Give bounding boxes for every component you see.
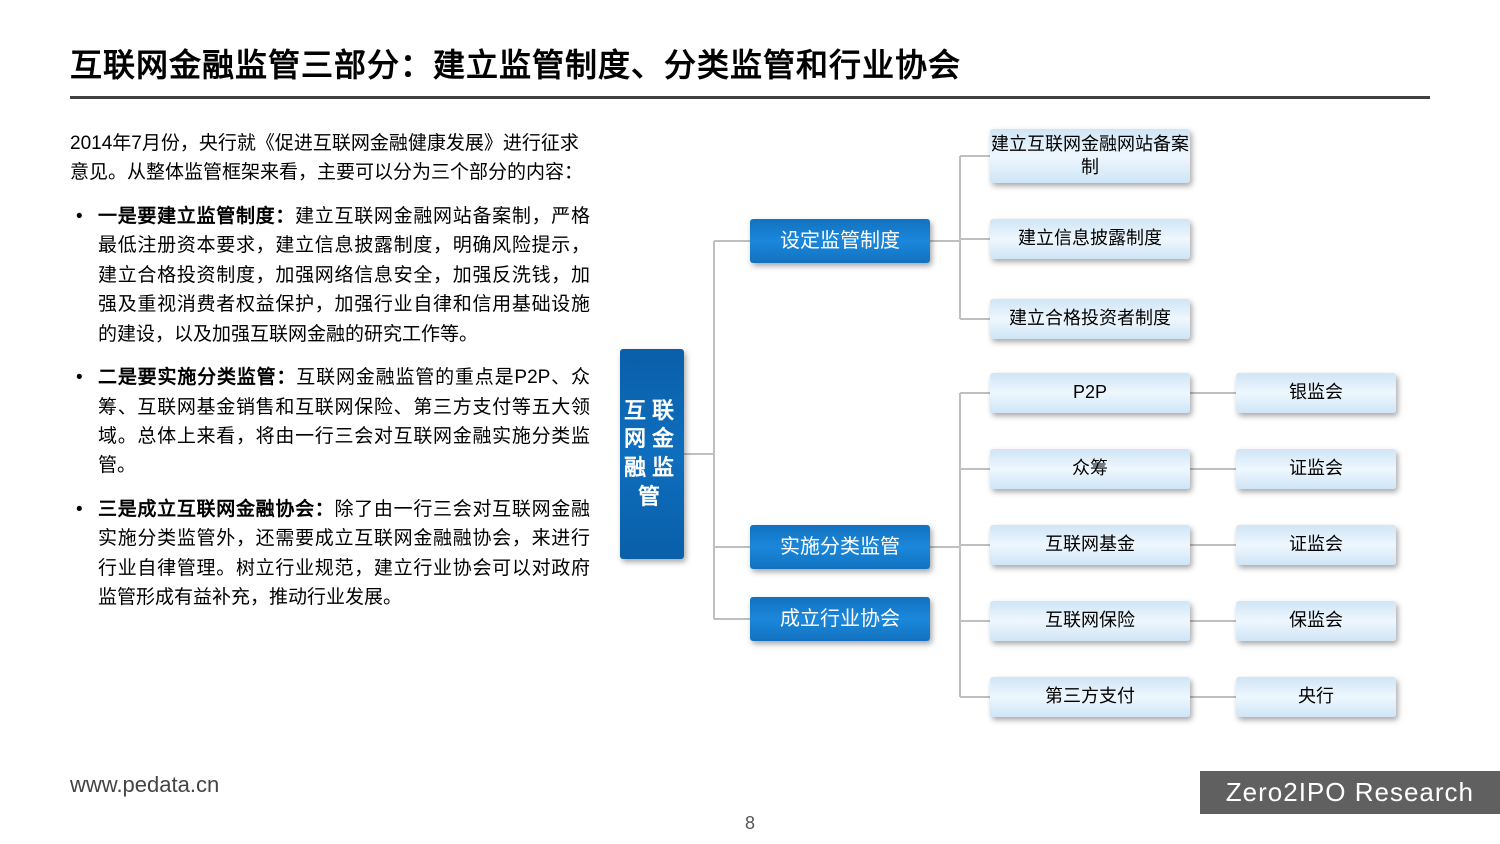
footer-brand: Zero2IPO Research xyxy=(1200,771,1500,814)
slide-title: 互联网金融监管三部分：建立监管制度、分类监管和行业协会 xyxy=(70,40,1430,99)
bullet-item: 二是要实施分类监管：互联网金融监管的重点是P2P、众筹、互联网基金销售和互联网保… xyxy=(70,363,590,481)
footer-page-number: 8 xyxy=(745,813,755,834)
root-node: 互联网金融监管 xyxy=(620,349,684,559)
flow-diagram: 互联网金融监管 设定监管制度实施分类监管成立行业协会 建立互联网金融网站备案制建立信… xyxy=(620,129,1420,749)
leaf-node: 建立合格投资者制度 xyxy=(990,299,1190,339)
leaf-node: 第三方支付 xyxy=(990,677,1190,717)
regulator-node: 央行 xyxy=(1236,677,1396,717)
leaf-node: 众筹 xyxy=(990,449,1190,489)
leaf-node: P2P xyxy=(990,373,1190,413)
regulator-node: 银监会 xyxy=(1236,373,1396,413)
regulator-node: 证监会 xyxy=(1236,525,1396,565)
bullet-head: 二是要实施分类监管： xyxy=(98,367,296,388)
leaf-node: 互联网基金 xyxy=(990,525,1190,565)
bullet-list: 一是要建立监管制度：建立互联网金融网站备案制，严格最低注册资本要求，建立信息披露… xyxy=(70,202,590,613)
intro-paragraph: 2014年7月份，央行就《促进互联网金融健康发展》进行征求意见。从整体监管框架来… xyxy=(70,129,590,188)
text-column: 2014年7月份，央行就《促进互联网金融健康发展》进行征求意见。从整体监管框架来… xyxy=(70,129,590,749)
regulator-node: 保监会 xyxy=(1236,601,1396,641)
footer-url: www.pedata.cn xyxy=(70,772,219,798)
mid-node: 设定监管制度 xyxy=(750,219,930,263)
bullet-head: 三是成立互联网金融协会： xyxy=(98,499,335,520)
leaf-node: 建立互联网金融网站备案制 xyxy=(990,129,1190,183)
slide: 互联网金融监管三部分：建立监管制度、分类监管和行业协会 2014年7月份，央行就… xyxy=(0,0,1500,844)
bullet-item: 一是要建立监管制度：建立互联网金融网站备案制，严格最低注册资本要求，建立信息披露… xyxy=(70,202,590,349)
regulator-node: 证监会 xyxy=(1236,449,1396,489)
mid-node: 实施分类监管 xyxy=(750,525,930,569)
bullet-item: 三是成立互联网金融协会：除了由一行三会对互联网金融实施分类监管外，还需要成立互联… xyxy=(70,495,590,613)
leaf-node: 建立信息披露制度 xyxy=(990,219,1190,259)
mid-node: 成立行业协会 xyxy=(750,597,930,641)
content-row: 2014年7月份，央行就《促进互联网金融健康发展》进行征求意见。从整体监管框架来… xyxy=(70,129,1430,749)
leaf-node: 互联网保险 xyxy=(990,601,1190,641)
bullet-head: 一是要建立监管制度： xyxy=(98,206,295,227)
